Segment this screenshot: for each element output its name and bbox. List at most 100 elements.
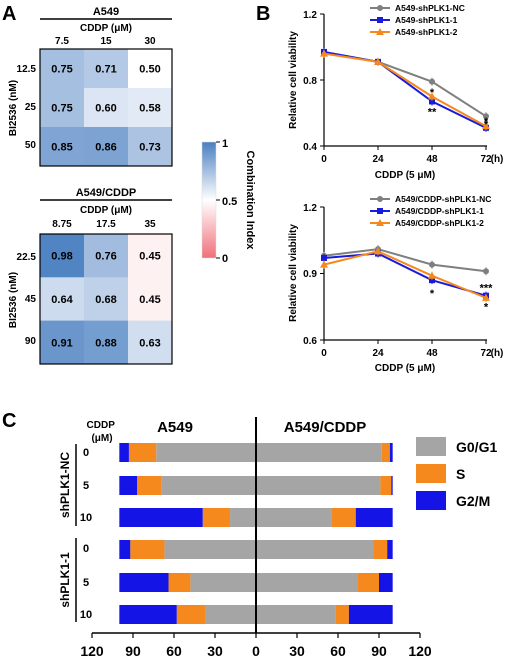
x-tick-label: 60	[330, 643, 346, 659]
bar-segment-a549-cddp	[387, 540, 393, 559]
bar-segment-a549	[119, 540, 131, 559]
panel-title-left: A549	[157, 419, 193, 436]
heatmap-cell	[40, 49, 85, 89]
x-ticks: 0 24 48 72 (h)	[321, 340, 503, 359]
x-tick-label: 48	[426, 154, 438, 165]
significance-mark: *	[484, 119, 489, 131]
bar-segment-a549-cddp	[381, 443, 390, 462]
x-tick-label: 72	[480, 154, 492, 165]
heatmap-cell-value: 0.85	[51, 142, 72, 154]
bar-segment-a549	[130, 540, 165, 559]
bar-segment-a549	[119, 573, 169, 592]
x-tick-label: 120	[408, 643, 432, 659]
x-unit-label: (h)	[491, 154, 504, 165]
y-tick-label: 0.8	[303, 76, 317, 87]
heatmap-cell-value: 0.63	[139, 337, 160, 349]
legend-label: A549/CDDP-shPLK1-2	[395, 218, 484, 228]
series-line	[323, 50, 487, 129]
x-tick-label: 0	[321, 348, 327, 359]
data-point	[320, 49, 328, 57]
heatmap-cell-value: 0.45	[139, 251, 160, 263]
data-point	[482, 122, 490, 130]
x-tick-label: 72	[480, 348, 492, 359]
series-line	[323, 252, 487, 297]
heatmap-cell	[40, 320, 85, 365]
bar-segment-a549-cddp	[256, 476, 381, 495]
heatmap-cell	[84, 49, 129, 89]
data-point	[428, 92, 436, 100]
x-tick-label: 120	[80, 643, 104, 659]
bar-segment-a549	[156, 443, 256, 462]
heatmap-cell	[84, 234, 129, 278]
significance-mark: *	[484, 302, 489, 314]
significance-mark: **	[428, 107, 437, 119]
heatmap-cell-value: 0.71	[95, 64, 116, 76]
heatmap-ylabel: BI2536 (nM)	[8, 272, 19, 328]
cddp-header: CDDP (μM)	[87, 420, 118, 444]
heatmap-xticks: 8.75 17.5 35	[52, 219, 156, 230]
y-ticks: 1.2 0.9 0.6	[303, 203, 324, 347]
bar-segment-a549	[205, 605, 256, 624]
bar-segment-a549-cddp	[389, 443, 393, 462]
panel-label-a: A	[2, 3, 16, 25]
colorbar-tick: 0.5	[222, 196, 237, 208]
data-point	[429, 261, 435, 268]
legend-label: G2/M	[456, 493, 490, 509]
significance-mark: *	[484, 116, 489, 128]
heatmap-cell	[128, 49, 173, 89]
bar-segment-a549	[161, 476, 256, 495]
legend-swatch-g2m	[416, 491, 446, 510]
heatmap-x-tick: 15	[100, 36, 112, 47]
bar-segment-a549	[164, 540, 256, 559]
data-point	[374, 57, 382, 65]
x-tick-label: 30	[289, 643, 305, 659]
heatmap-cell	[84, 88, 129, 128]
bar-segment-a549	[119, 476, 138, 495]
heatmap-cell-value: 0.75	[51, 64, 72, 76]
x-tick-label: 0	[321, 154, 327, 165]
heatmap-x-tick: 17.5	[96, 219, 116, 230]
heatmap-y-tick: 50	[25, 140, 37, 151]
colorbar-tick: 0	[222, 253, 228, 265]
heatmap-cell	[84, 277, 129, 321]
heatmap-cell-value: 0.68	[95, 294, 116, 306]
data-point	[374, 247, 382, 255]
significance-mark: ***	[480, 283, 494, 295]
y-tick-label: 0.9	[303, 269, 317, 280]
heatmap-cell	[128, 320, 173, 365]
data-point	[482, 293, 490, 301]
heatmap-yticks: 22.5 45 90	[17, 252, 37, 347]
panel-label-c: C	[2, 410, 16, 432]
heatmap-x-tick: 30	[144, 36, 156, 47]
heatmap-a549-cddp: A549/CDDP CDDP (μM) 8.75 17.5 35 22.5 45…	[8, 187, 173, 365]
viability-chart-a549: 1.2 0.8 0.4 0 24 48 72 (h) CDDP (5 μM) R…	[288, 3, 503, 181]
heatmap-cell	[128, 127, 173, 167]
series-line	[323, 50, 487, 118]
legend-swatch-g0g1	[416, 437, 446, 456]
heatmap-cells: 0.75 0.71 0.50 0.75 0.60 0.58 0.85 0.86 0.73	[40, 49, 173, 167]
significance-mark: *	[430, 288, 435, 300]
heatmap-cell-value: 0.50	[139, 64, 160, 76]
dose-label: 10	[80, 609, 92, 621]
bar-segment-a549-cddp	[391, 476, 393, 495]
bar-segment-a549-cddp	[335, 605, 349, 624]
bar-segment-a549	[190, 573, 256, 592]
series-line	[323, 250, 487, 299]
heatmap-yticks: 12.5 25 50	[17, 64, 37, 151]
legend-label: A549/CDDP-shPLK1-NC	[395, 194, 491, 204]
legend: A549-shPLK1-NC A549-shPLK1-1 A549-shPLK1…	[370, 3, 465, 37]
heatmap-cell-value: 0.58	[139, 103, 160, 115]
dose-label: 5	[83, 480, 89, 492]
heatmap-y-tick: 45	[25, 294, 37, 305]
x-ticks: 120 90 60 30 0 30 60 90 120	[80, 633, 432, 659]
dose-label: 0	[83, 447, 89, 459]
bar-segment-a549	[202, 508, 231, 527]
legend-label: G0/G1	[456, 439, 497, 455]
x-unit-label: (h)	[491, 348, 504, 359]
heatmap-cell	[40, 277, 85, 321]
bar-segment-a549-cddp	[373, 540, 388, 559]
y-tick-label: 1.2	[303, 203, 317, 214]
bar-segment-a549-cddp	[357, 573, 379, 592]
panel-label-b: B	[256, 3, 270, 25]
